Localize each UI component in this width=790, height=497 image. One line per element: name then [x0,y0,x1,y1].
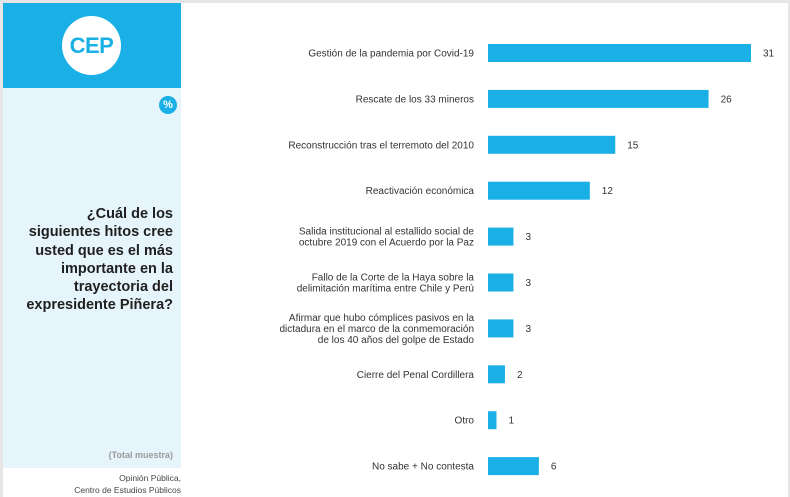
category-label: Gestión de la pandemia por Covid-19 [308,49,474,60]
category-label: Fallo de la Corte de la Haya sobre la [312,273,475,284]
bar [488,411,497,430]
sample-note: (Total muestra) [108,450,173,460]
window-top-border [0,0,790,3]
category-label: octubre 2019 con el Acuerdo por la Paz [299,238,474,249]
bar-row: Cierre del Penal Cordillera 2 [357,365,523,384]
value-label: 3 [525,278,531,289]
value-label: 6 [551,462,557,473]
category-label: No sabe + No contesta [372,462,474,473]
value-label: 2 [517,370,523,381]
category-label: dictadura en el marco de la conmemoració… [279,324,474,335]
value-label: 26 [721,94,733,105]
category-label: Otro [455,416,475,427]
logo-block: CEP [3,3,181,88]
bar-row: Afirmar que hubo cómplices pasivos en la… [279,313,531,346]
category-label: Reactivación económica [366,186,475,197]
percent-icon: % [159,96,177,114]
bar [488,365,505,384]
category-label: Reconstrucción tras el terremoto del 201… [288,140,474,151]
source-line-2: Centro de Estudios Públicos [74,485,181,495]
bar [488,135,616,154]
bar [488,273,514,292]
bar-row: Salida institucional al estallido social… [299,227,532,249]
bar-row: Reconstrucción tras el terremoto del 201… [288,135,639,154]
bar [488,319,514,338]
bar [488,227,514,246]
value-label: 31 [763,49,775,60]
value-label: 1 [508,416,514,427]
bar-row: No sabe + No contesta 6 [372,457,557,476]
category-label: Cierre del Penal Cordillera [357,370,475,381]
category-label: delimitación marítima entre Chile y Perú [297,284,474,295]
bar-row: Otro 1 [455,411,514,430]
category-label: Afirmar que hubo cómplices pasivos en la [289,313,475,324]
value-label: 12 [602,186,614,197]
value-label: 3 [525,324,531,335]
bar-row: Reactivación económica 12 [366,181,614,200]
bar [488,181,590,200]
bar [488,457,539,476]
category-label: de los 40 años del golpe de Estado [318,335,475,346]
cep-logo: CEP [62,16,121,75]
bar-row: Rescate de los 33 mineros 26 [356,89,733,108]
window-right-border [788,0,790,497]
category-label: Rescate de los 33 mineros [356,94,474,105]
bar-chart: Gestión de la pandemia por Covid-19 31Res… [279,44,775,476]
question-title: ¿Cuál de los siguientes hitos cree usted… [26,206,173,314]
sidebar: CEP % ¿Cuál de los siguientes hitos cree… [3,3,181,497]
category-label: Salida institucional al estallido social… [299,227,475,238]
value-label: 3 [525,232,531,243]
bar [488,89,709,108]
window-left-border [0,0,3,497]
bar-row: Fallo de la Corte de la Haya sobre ladel… [297,273,532,295]
question-panel: % ¿Cuál de los siguientes hitos cree ust… [3,88,181,468]
bar [488,44,751,62]
bar-row: Gestión de la pandemia por Covid-19 31 [308,44,775,62]
source-line-1: Opinión Pública, [119,473,181,483]
source-credit: Opinión Pública, Centro de Estudios Públ… [74,472,181,496]
value-label: 15 [627,140,639,151]
